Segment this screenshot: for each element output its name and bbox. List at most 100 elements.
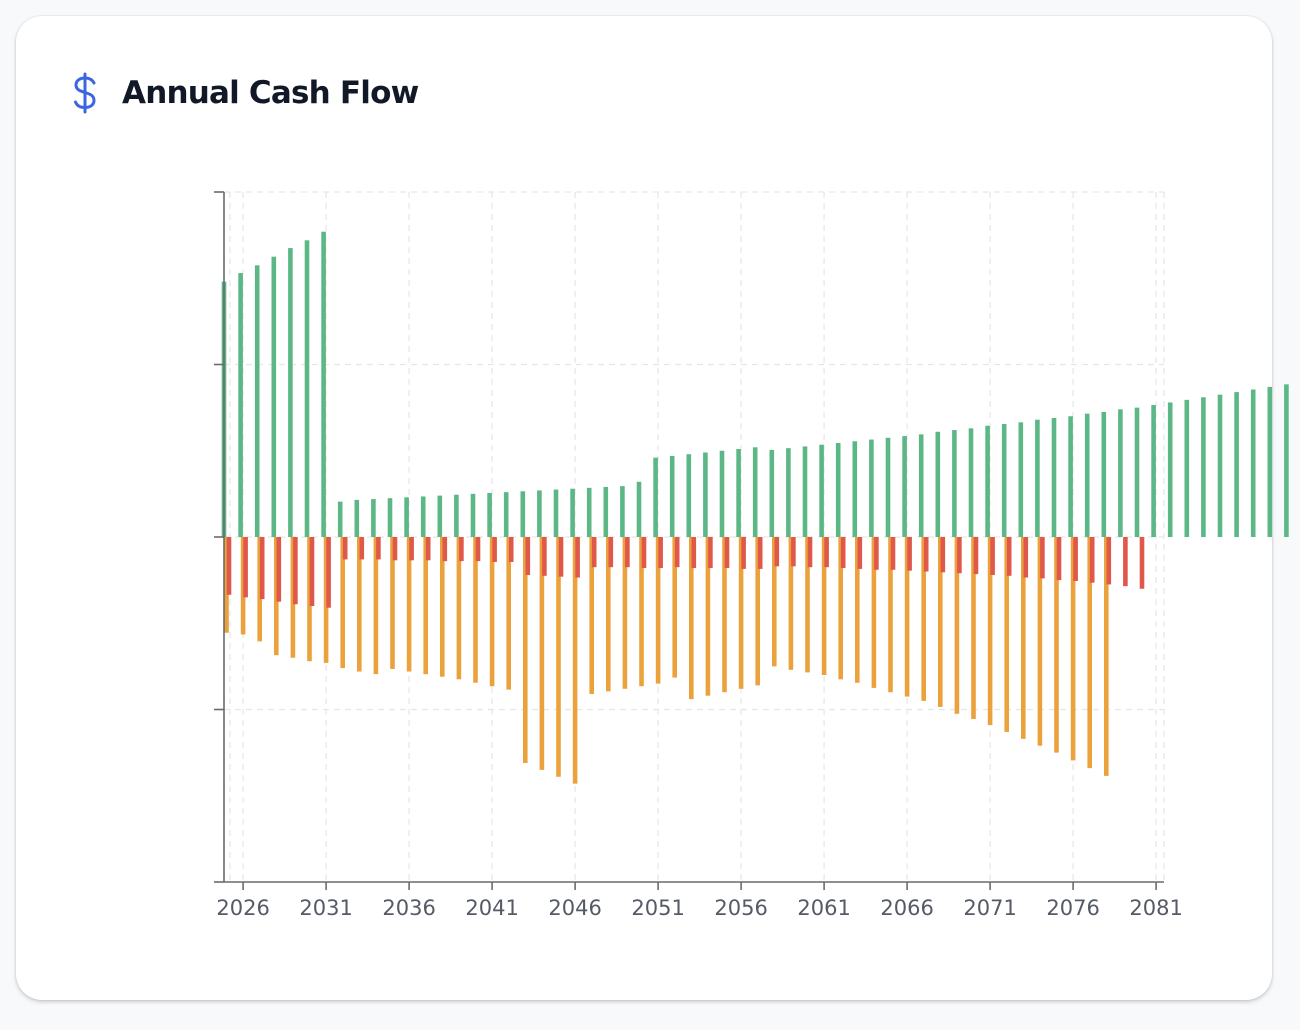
expenses-bar-2035	[390, 537, 395, 669]
income-bar-2047	[586, 487, 592, 537]
expenses-bar-2046	[572, 537, 578, 784]
expenses-bar-2053	[689, 537, 694, 700]
taxes-bar-2054	[708, 537, 713, 569]
taxes-bar-2031	[326, 537, 331, 608]
expenses-bar-2032	[340, 537, 345, 669]
income-bar-2036	[404, 497, 409, 537]
taxes-bar-2030	[309, 537, 315, 606]
taxes-bar-2045	[558, 537, 564, 577]
income-bar-2052	[669, 455, 675, 537]
taxes-bar-2032	[342, 537, 348, 560]
expenses-bar-2074	[1037, 537, 1043, 746]
expenses-bar-2067	[921, 537, 926, 701]
expenses-bar-2073	[1021, 537, 1026, 739]
expenses-bar-2058	[772, 537, 777, 667]
expenses-bar-2078	[1104, 537, 1109, 776]
income-bar-2056	[736, 449, 741, 537]
income-bar-2032	[337, 501, 343, 537]
income-bar-2060	[802, 446, 808, 537]
income-bar-2043	[520, 491, 526, 537]
taxes-bar-2067	[923, 537, 929, 572]
expenses-bar-2048	[606, 537, 611, 692]
income-bar-2088	[1267, 386, 1273, 537]
expenses-bar-2066	[904, 537, 910, 697]
expenses-bar-2065	[888, 537, 893, 693]
income-bar-2026	[238, 273, 243, 537]
income-bar-2064	[869, 439, 874, 537]
x-tick-label-2046: 2046	[548, 896, 601, 920]
income-bar-2031	[321, 231, 326, 537]
x-tick-label-2076: 2076	[1046, 896, 1099, 920]
income-bar-2037	[420, 496, 426, 537]
expenses-bar-2050	[639, 537, 644, 687]
taxes-bar-2061	[824, 537, 829, 568]
taxes-bar-2060	[807, 537, 813, 568]
taxes-bar-2027	[259, 537, 265, 600]
income-bar-2079	[1118, 409, 1123, 537]
x-tick-label-2071: 2071	[963, 896, 1016, 920]
income-bar-2062	[835, 442, 841, 537]
expenses-bar-2059	[788, 537, 794, 670]
income-bar-2071	[985, 425, 990, 537]
expenses-bar-2039	[456, 537, 462, 680]
expenses-bar-2044	[539, 537, 545, 770]
income-bar-2067	[918, 434, 924, 537]
taxes-bar-2049	[625, 537, 630, 568]
taxes-bar-2033	[359, 537, 365, 560]
expenses-bar-2056	[738, 537, 744, 689]
income-bar-2039	[454, 494, 459, 537]
taxes-bar-2029	[293, 537, 298, 605]
income-bar-2048	[603, 486, 609, 537]
income-bar-2050	[636, 481, 642, 537]
dollar-icon	[74, 72, 96, 114]
expenses-bar-2077	[1087, 537, 1092, 769]
income-bar-2059	[786, 448, 791, 537]
expenses-bar-2028	[274, 537, 279, 656]
income-bar-2029	[288, 248, 293, 537]
income-bar-2063	[852, 441, 858, 537]
expenses-bar-2069	[954, 537, 960, 714]
expenses-bar-2049	[622, 537, 628, 689]
x-tick-label-2061: 2061	[797, 896, 850, 920]
income-bar-2051	[653, 457, 658, 537]
taxes-bar-2080	[1139, 537, 1145, 589]
income-bar-2081	[1151, 405, 1156, 537]
taxes-bar-2043	[525, 537, 531, 575]
expenses-bar-2034	[373, 537, 379, 675]
income-bar-2075	[1051, 417, 1057, 537]
expenses-bar-2031	[323, 537, 329, 663]
expenses-bar-2040	[473, 537, 478, 683]
taxes-bar-2048	[608, 537, 614, 568]
taxes-bar-2077	[1089, 537, 1095, 583]
income-bar-2049	[620, 486, 625, 537]
expenses-bar-2029	[290, 537, 296, 658]
taxes-bar-2059	[791, 537, 796, 567]
income-bar-2033	[354, 499, 360, 537]
income-bar-2027	[254, 265, 260, 537]
income-bar-2058	[769, 449, 775, 537]
axis-layer: 2026 2031 2036 2041 2046 2051 2056 2061 2066 2071…	[214, 191, 1183, 920]
taxes-bar-2076	[1073, 537, 1078, 581]
income-bar-2086	[1234, 392, 1239, 537]
taxes-bar-2050	[641, 537, 647, 569]
taxes-bar-2072	[1006, 537, 1012, 576]
income-bar-2040	[470, 493, 476, 538]
taxes-bar-2038	[442, 537, 448, 562]
taxes-bar-2037	[425, 537, 431, 561]
taxes-bar-2042	[508, 537, 514, 563]
income-bar-2034	[371, 499, 376, 537]
income-bar-2078	[1101, 411, 1107, 537]
expenses-bar-2063	[855, 537, 860, 683]
x-tick-label-2026: 2026	[216, 896, 269, 920]
income-bar-2044	[537, 490, 542, 537]
income-bar-2045	[553, 489, 559, 537]
taxes-bar-2053	[691, 537, 697, 569]
income-bar-2084	[1201, 397, 1206, 537]
expenses-bar-2057	[755, 537, 760, 686]
income-bar-2069	[952, 430, 957, 537]
expenses-bar-2043	[523, 537, 528, 763]
expenses-bar-2061	[821, 537, 827, 675]
expenses-bar-2051	[655, 537, 661, 684]
taxes-bar-2025	[226, 537, 232, 595]
